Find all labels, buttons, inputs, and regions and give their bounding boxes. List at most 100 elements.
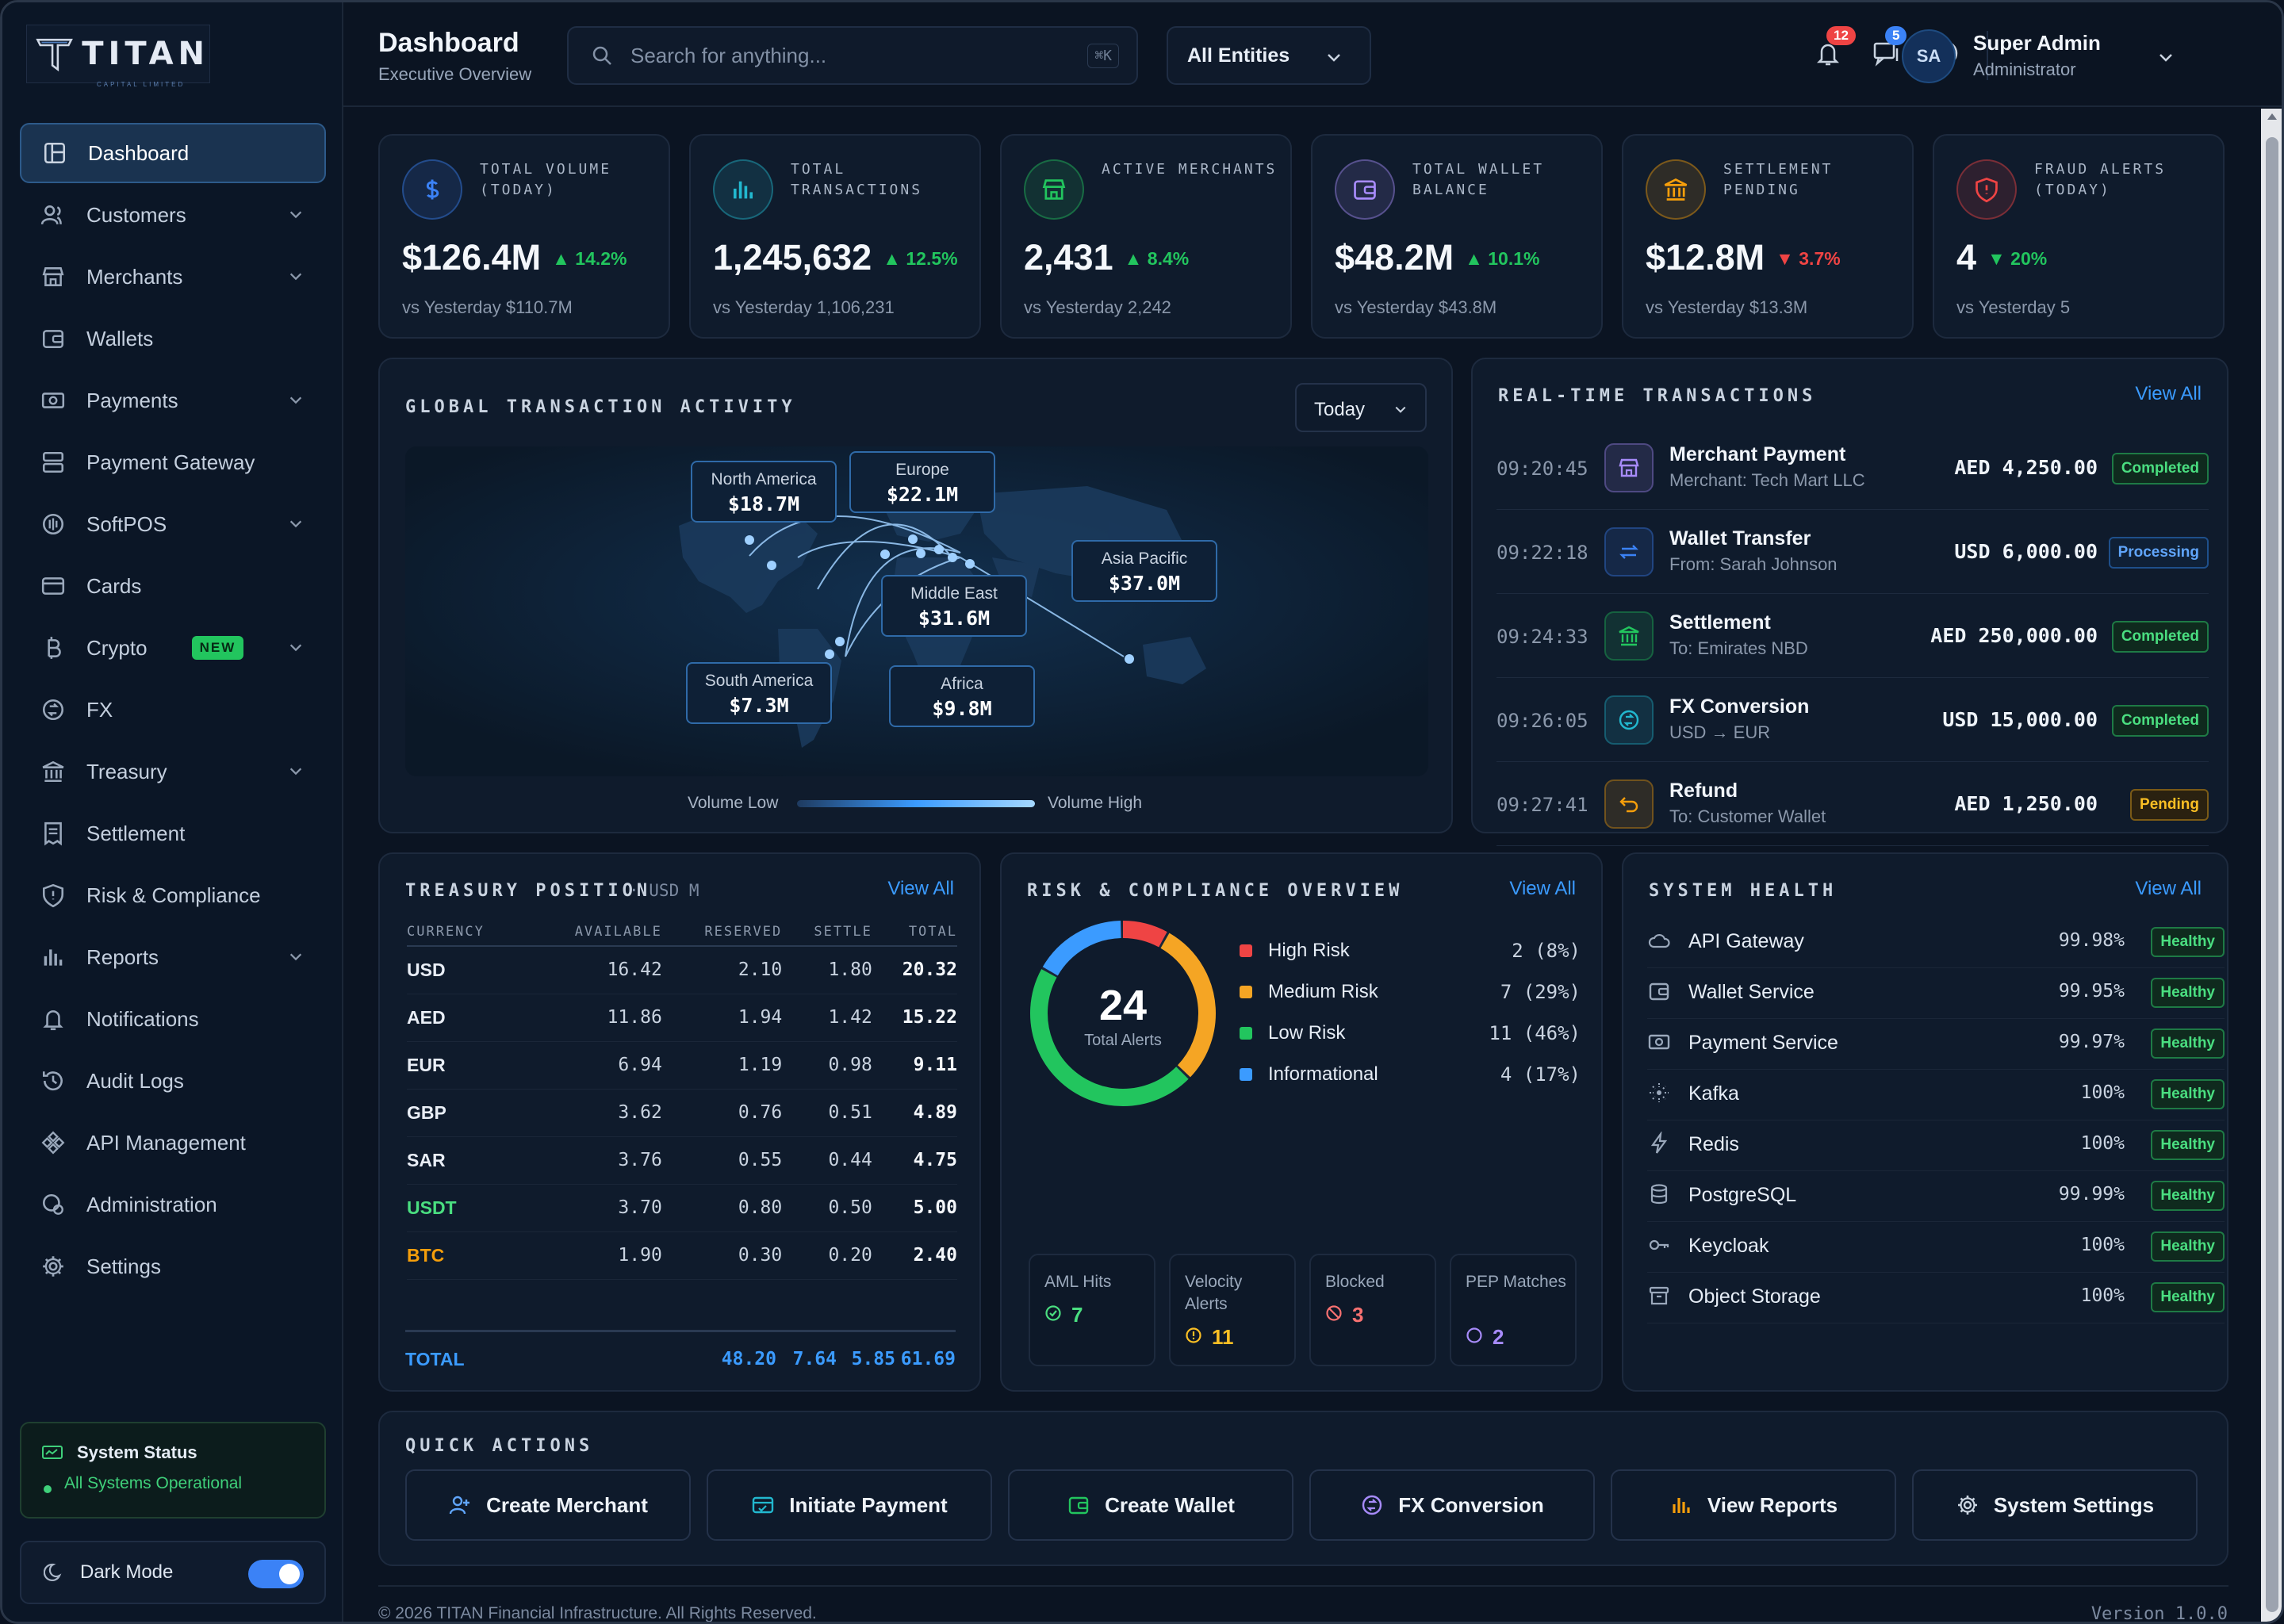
sidebar-item-audit-logs[interactable]: Audit Logs	[20, 1051, 326, 1111]
realtime-view-all-link[interactable]: View All	[2135, 383, 2202, 404]
sidebar-item-settlement[interactable]: Settlement	[20, 803, 326, 864]
quick-action-create-wallet-button[interactable]: Create Wallet	[1008, 1469, 1293, 1541]
sidebar-item-merchants[interactable]: Merchants	[20, 247, 326, 307]
sidebar-item-dashboard[interactable]: Dashboard	[20, 123, 326, 183]
quick-action-icon-wrap	[1956, 1493, 1979, 1517]
region-label[interactable]: Europe $22.1M	[849, 451, 995, 513]
transaction-row[interactable]: 09:22:18 Wallet Transfer From: Sarah Johns…	[1496, 510, 2209, 594]
service-row[interactable]: Kafka 100% Healthy	[1647, 1070, 2225, 1120]
sidebar-item-payments[interactable]: Payments	[20, 370, 326, 431]
service-row[interactable]: Keycloak 100% Healthy	[1647, 1222, 2225, 1273]
dark-mode-toggle[interactable]	[248, 1560, 304, 1588]
bitcoin-icon	[48, 637, 61, 659]
notifications-button[interactable]: 12	[1812, 26, 1856, 69]
risk-mini-card[interactable]: PEP Matches 2	[1450, 1254, 1577, 1366]
region-label[interactable]: North America $18.7M	[691, 461, 837, 523]
transaction-row[interactable]: 09:27:41 Refund To: Customer Wallet AED 1,2…	[1496, 762, 2209, 846]
kpi-label: TOTAL TRANSACTIONS	[791, 161, 923, 198]
sidebar-item-notifications[interactable]: Notifications	[20, 989, 326, 1049]
mini-value: 3	[1352, 1303, 1364, 1327]
risk-view-all-link[interactable]: View All	[1509, 878, 1576, 899]
region-label[interactable]: Middle East $31.6M	[881, 575, 1027, 637]
sidebar-item-reports[interactable]: Reports	[20, 927, 326, 987]
kpi-card[interactable]: FRAUD ALERTS (TODAY) 4 ▼ 20% vs Yesterday 5	[1933, 134, 2225, 339]
service-row[interactable]: PostgreSQL 99.99% Healthy	[1647, 1171, 2225, 1222]
kpi-card[interactable]: TOTAL VOLUME (TODAY) $126.4M ▲ 14.2% vs Yes…	[378, 134, 670, 339]
kpi-card[interactable]: TOTAL WALLET BALANCE $48.2M ▲ 10.1% vs Yest…	[1311, 134, 1603, 339]
kpi-change: ▼ 20%	[1987, 248, 2048, 269]
service-uptime: 100%	[2080, 1235, 2125, 1255]
health-view-all-link[interactable]: View All	[2135, 878, 2202, 899]
table-row[interactable]: GBP 3.62 0.76 0.51 4.89	[407, 1089, 957, 1137]
sidebar-item-payment-gateway[interactable]: Payment Gateway	[20, 432, 326, 492]
search-input[interactable]: Search for anything... ⌘K	[567, 26, 1138, 85]
region-label[interactable]: Africa $9.8M	[889, 665, 1035, 727]
transaction-row[interactable]: 09:26:05 FX Conversion USD → EUR USD 15,000…	[1496, 678, 2209, 762]
service-row[interactable]: Payment Service 99.97% Healthy	[1647, 1019, 2225, 1070]
chevron-down-icon	[289, 273, 302, 281]
sidebar-item-cards[interactable]: Cards	[20, 556, 326, 616]
titan-logo-icon	[36, 38, 73, 72]
brand-logo[interactable]: TITAN CAPITAL LIMITED	[26, 25, 210, 88]
sidebar-item-settings[interactable]: Settings	[20, 1236, 326, 1297]
risk-mini-card[interactable]: AML Hits 7	[1029, 1254, 1155, 1366]
legend-high-label: Volume High	[1048, 794, 1143, 812]
scrollbar[interactable]	[2261, 109, 2282, 1622]
region-name: Asia Pacific	[1101, 550, 1188, 568]
transaction-amount: AED 1,250.00	[1954, 792, 2098, 815]
sidebar-item-risk-compliance[interactable]: Risk & Compliance	[20, 865, 326, 925]
kpi-card[interactable]: TOTAL TRANSACTIONS 1,245,632 ▲ 12.5% vs Yes…	[689, 134, 981, 339]
sidebar-item-fx[interactable]: FX	[20, 680, 326, 740]
quick-action-view-reports-button[interactable]: View Reports	[1611, 1469, 1896, 1541]
service-row[interactable]: Wallet Service 99.95% Healthy	[1647, 968, 2225, 1019]
table-row[interactable]: SAR 3.76 0.55 0.44 4.75	[407, 1136, 957, 1185]
region-label[interactable]: South America $7.3M	[686, 662, 832, 724]
kpi-card[interactable]: ACTIVE MERCHANTS 2,431 ▲ 8.4% vs Yesterday …	[1000, 134, 1292, 339]
period-select[interactable]: Today	[1295, 383, 1427, 432]
table-row[interactable]: USD 16.42 2.10 1.80 20.32	[407, 946, 957, 994]
service-row[interactable]: Object Storage 100% Healthy	[1647, 1273, 2225, 1323]
legend-swatch	[1240, 1027, 1252, 1040]
sidebar-item-treasury[interactable]: Treasury	[20, 741, 326, 802]
table-row[interactable]: AED 11.86 1.94 1.42 15.22	[407, 994, 957, 1042]
sidebar-item-wallets[interactable]: Wallets	[20, 308, 326, 369]
value-cell: 0.50	[782, 1184, 872, 1232]
risk-mini-card[interactable]: Velocity Alerts 11	[1169, 1254, 1296, 1366]
quick-action-fx-conversion-button[interactable]: FX Conversion	[1309, 1469, 1595, 1541]
region-label[interactable]: Asia Pacific $37.0M	[1071, 540, 1217, 602]
sidebar-item-customers[interactable]: Customers	[20, 185, 326, 245]
transaction-row[interactable]: 09:20:45 Merchant Payment Merchant: Tech M…	[1496, 426, 2209, 510]
quick-action-initiate-payment-button[interactable]: Initiate Payment	[707, 1469, 992, 1541]
scroll-up-arrow[interactable]	[2267, 113, 2277, 120]
card-icon	[41, 577, 65, 595]
sidebar-item-administration[interactable]: Administration	[20, 1174, 326, 1235]
entity-select[interactable]: All Entities	[1167, 26, 1371, 85]
service-row[interactable]: Redis 100% Healthy	[1647, 1120, 2225, 1171]
sidebar-item-softpos[interactable]: SoftPOS	[20, 494, 326, 554]
totals-divider	[405, 1330, 956, 1332]
table-row[interactable]: EUR 6.94 1.19 0.98 9.11	[407, 1041, 957, 1090]
table-row[interactable]: USDT 3.70 0.80 0.50 5.00	[407, 1184, 957, 1232]
service-row[interactable]: API Gateway 99.98% Healthy	[1647, 917, 2225, 968]
messages-count: 5	[1885, 26, 1907, 45]
kpi-card[interactable]: SETTLEMENT PENDING $12.8M ▼ 3.7% vs Yesterd…	[1622, 134, 1914, 339]
quick-action-system-settings-button[interactable]: System Settings	[1912, 1469, 2198, 1541]
bar-chart-icon	[733, 181, 753, 199]
transaction-row[interactable]: 09:24:33 Settlement To: Emirates NBD AED 25…	[1496, 594, 2209, 678]
donut-segment-low-risk[interactable]	[1030, 921, 1216, 1106]
messages-button[interactable]: 5	[1871, 26, 1907, 69]
donut-segment-high-risk[interactable]	[1030, 921, 1216, 1106]
user-menu[interactable]: SA Super Admin Administrator	[1902, 20, 2172, 91]
chevron-down-icon	[1328, 54, 1340, 62]
world-map[interactable]: North America $18.7M Europe $22.1M Asia Paci…	[405, 446, 1428, 776]
donut-segment-medium-risk[interactable]	[1030, 921, 1216, 1106]
treasury-view-all-link[interactable]: View All	[887, 878, 954, 899]
quick-action-create-merchant-button[interactable]: Create Merchant	[405, 1469, 691, 1541]
scroll-thumb[interactable]	[2266, 137, 2278, 1612]
value-cell: 0.30	[661, 1231, 783, 1280]
kpi-value: 2,431	[1024, 237, 1113, 278]
sidebar-item-crypto[interactable]: Crypto NEW	[20, 618, 326, 678]
table-row[interactable]: BTC 1.90 0.30 0.20 2.40	[407, 1231, 957, 1280]
sidebar-item-api-management[interactable]: API Management	[20, 1113, 326, 1173]
risk-mini-card[interactable]: Blocked 3	[1309, 1254, 1436, 1366]
